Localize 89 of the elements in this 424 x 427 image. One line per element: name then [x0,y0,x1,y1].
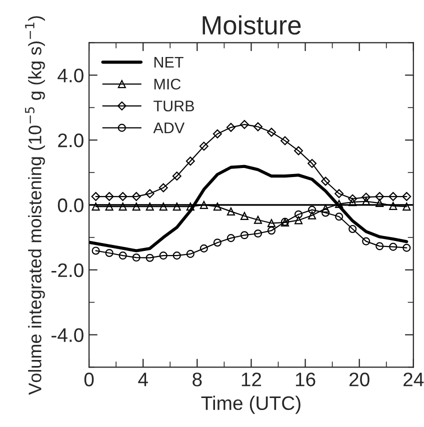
point [388,192,398,202]
point [199,142,208,151]
point [172,202,181,211]
x-tick-label: 8 [192,372,202,386]
point [267,128,276,137]
point [172,172,182,181]
x-axis-title: Time (UTC) [201,396,300,414]
point [212,129,222,138]
point [118,202,127,211]
point [254,216,262,224]
point [280,136,290,146]
point [308,158,317,168]
point [226,207,235,216]
point [375,192,384,202]
point [254,229,262,238]
point [253,122,262,132]
point [376,198,384,208]
point [240,231,248,240]
x-tick-label: 0 [84,372,94,386]
point [226,234,235,242]
point [172,252,181,260]
point [294,146,304,156]
point [362,237,370,246]
y-tick-label: 4.0 [58,68,84,82]
point [362,197,370,206]
point [200,244,208,252]
point [146,202,154,211]
point [334,189,344,198]
point [200,200,208,209]
point [158,183,168,192]
x-tick-label: 16 [296,372,316,386]
point [335,200,344,208]
point [376,242,384,250]
legend-label: MIC [154,78,181,90]
point [389,202,398,210]
x-tick-label: 20 [350,372,370,386]
point [321,176,330,186]
point [118,192,128,202]
point [132,254,140,262]
point [348,198,357,206]
point [186,156,195,166]
legend-label: NET [154,57,184,68]
point [132,192,141,202]
legend-label: ADV [153,122,185,134]
point [294,210,303,218]
x-tick-label: 24 [404,372,424,386]
point [240,212,248,220]
y-tick-label: 2.0 [58,134,84,148]
point [118,252,127,260]
point [145,189,154,198]
x-tick-label: 12 [242,372,262,386]
point [105,248,114,258]
point [267,219,276,228]
y-tick-label: -4.0 [52,328,84,342]
point [226,122,236,132]
point [146,254,154,262]
point [159,252,168,260]
point [294,216,303,224]
point [322,208,330,217]
point [402,192,412,202]
point [335,212,344,221]
y-tick-label: 0.0 [58,198,84,212]
point [159,202,168,211]
point [308,206,316,214]
point [348,194,358,204]
point [132,202,140,211]
point [362,192,371,202]
point [186,202,194,211]
point [240,120,249,129]
chart-title: Moisture [202,15,301,35]
point [92,202,100,211]
legend-label: TURB [154,100,194,112]
point [308,211,316,220]
point [389,242,398,251]
point [322,204,330,213]
point [402,244,411,252]
x-tick-label: 4 [138,372,148,386]
point [104,192,114,202]
point [348,224,357,233]
point [186,250,194,258]
point [213,238,222,247]
point [105,202,114,211]
point [213,202,222,211]
y-axis-title: Volume integrated moistening (10$^{−5}$ g (kg s)$^{−1}$) [25,16,45,395]
point [267,226,276,235]
point [92,246,100,255]
point [402,202,411,211]
point [91,192,100,202]
y-tick-label: -2.0 [52,263,84,278]
